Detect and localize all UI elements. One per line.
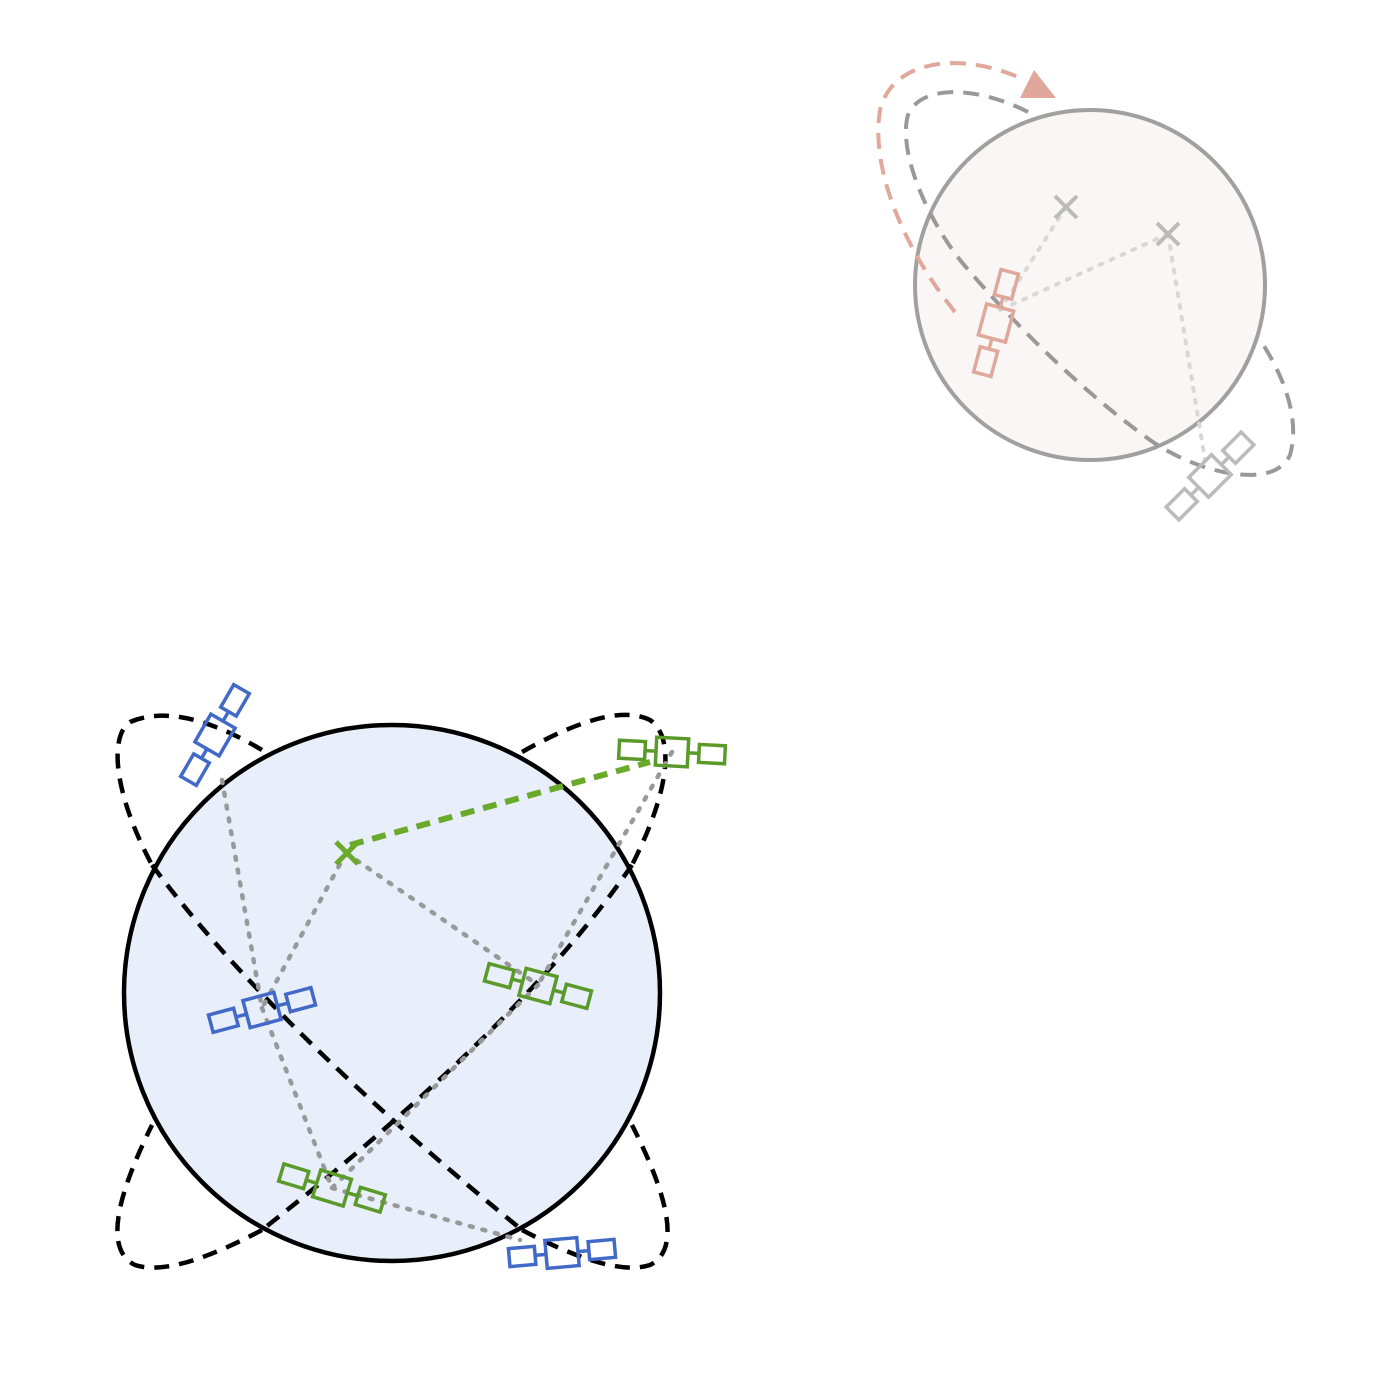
faded-satellite — [1163, 429, 1257, 523]
salmon-satellite — [971, 267, 1021, 379]
secondary-system — [876, 61, 1296, 523]
small-orbit-front — [903, 90, 1296, 477]
green-ground-target — [334, 840, 360, 866]
blue-satellite-bottom — [506, 1235, 618, 1271]
sightlines — [219, 749, 675, 1243]
green-satellite-bottom — [276, 1161, 388, 1215]
orbit-tilted-right-bottom — [115, 1124, 264, 1270]
blue-satellite-left — [206, 985, 318, 1035]
orbit-tilted-left-bottom — [520, 1123, 670, 1270]
faded-ground-target-2 — [1155, 221, 1181, 247]
orbit-outer-segments — [115, 712, 670, 1270]
green-satellite-center — [482, 961, 594, 1011]
salmon-orbit-arrow — [876, 61, 1026, 314]
orbit-tilted-left-top — [115, 713, 264, 867]
main-system — [115, 682, 728, 1271]
faded-sightlines — [998, 205, 1207, 462]
faded-ground-target-1 — [1053, 194, 1079, 220]
green-satellite-right — [616, 735, 728, 769]
small-planet — [913, 108, 1267, 462]
salmon-arrowhead — [1020, 70, 1056, 98]
blue-satellite-top — [178, 682, 252, 788]
green-dashed-link — [349, 759, 651, 848]
main-planet — [121, 722, 663, 1264]
orbit-tilted-left-inner — [150, 863, 524, 1232]
orbit-tilted-right-top — [520, 712, 668, 867]
